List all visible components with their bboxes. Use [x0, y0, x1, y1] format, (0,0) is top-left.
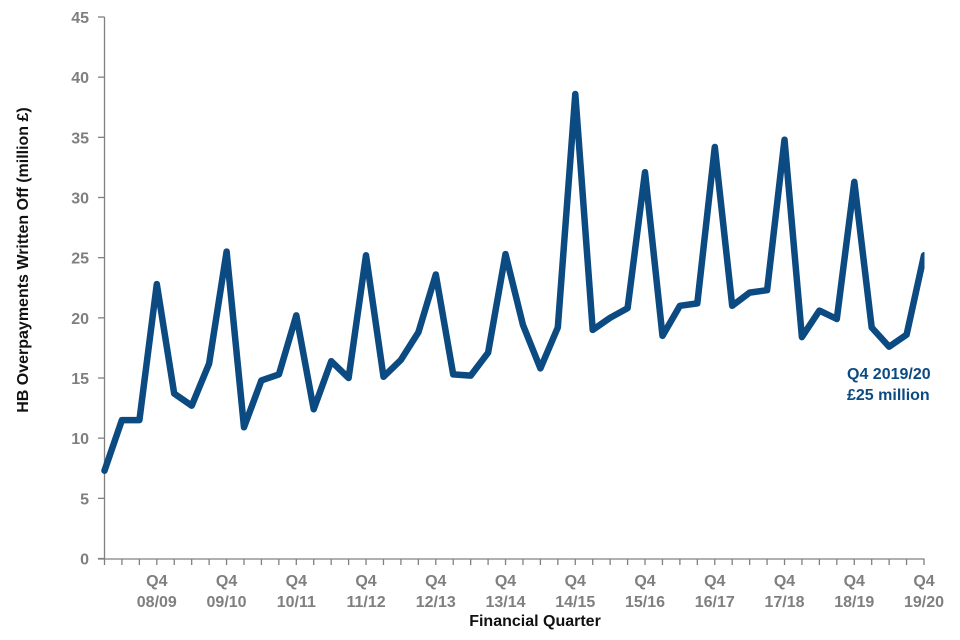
x-tick-label-quarter: Q4	[704, 573, 725, 590]
x-tick-label-year: 17/18	[764, 594, 804, 611]
x-tick-label-quarter: Q4	[634, 573, 655, 590]
x-tick-label-year: 10/11	[277, 594, 316, 611]
x-tick-label-quarter: Q4	[355, 573, 376, 590]
y-tick-label: 5	[80, 491, 89, 508]
series-line-hb-overpayments	[101, 90, 925, 474]
x-tick-label-year: 14/15	[555, 594, 595, 611]
y-axis-title: HB Overpayments Written Off (million £)	[15, 107, 32, 413]
x-axis-ticks	[103, 559, 925, 565]
x-tick-label-year: 08/09	[137, 594, 177, 611]
x-tick-label-quarter: Q4	[774, 573, 795, 590]
x-tick-label-year: 09/10	[207, 594, 247, 611]
annotation-line-2: £25 million	[847, 387, 930, 404]
x-tick-label-year: 11/12	[346, 594, 385, 611]
x-tick-label-quarter: Q4	[495, 573, 516, 590]
x-tick-label-year: 13/14	[486, 594, 526, 611]
y-tick-label: 15	[71, 371, 89, 388]
y-tick-label: 0	[80, 552, 89, 569]
y-tick-label: 35	[71, 130, 89, 147]
x-tick-label-quarter: Q4	[565, 573, 586, 590]
x-tick-label-quarter: Q4	[216, 573, 237, 590]
y-tick-label: 40	[71, 70, 89, 87]
y-axis-ticks	[98, 16, 105, 560]
x-tick-label-quarter: Q4	[913, 573, 934, 590]
x-tick-label-year: 19/20	[904, 594, 944, 611]
y-tick-label: 25	[71, 251, 89, 268]
x-tick-label-year: 15/16	[625, 594, 665, 611]
y-axis-tick-labels: 0 5 10 15 20 25 30 35 40 45	[71, 10, 89, 569]
y-tick-label: 45	[71, 10, 89, 27]
x-axis-title: Financial Quarter	[469, 613, 601, 630]
annotation-line-1: Q4 2019/20	[847, 366, 931, 383]
x-tick-label-quarter: Q4	[844, 573, 865, 590]
x-axis-tick-labels: Q4 08/09 Q4 09/10 Q4 10/11 Q4 11/12 Q4 12/13 Q4 13/…	[137, 573, 944, 611]
x-tick-label-year: 16/17	[695, 594, 735, 611]
y-tick-label: 30	[71, 191, 89, 208]
y-tick-label: 10	[71, 431, 89, 448]
x-tick-label-quarter: Q4	[286, 573, 307, 590]
y-tick-label: 20	[71, 311, 89, 328]
x-tick-label-quarter: Q4	[425, 573, 446, 590]
x-tick-label-quarter: Q4	[146, 573, 167, 590]
x-tick-label-year: 18/19	[834, 594, 874, 611]
x-tick-label-year: 12/13	[416, 594, 456, 611]
